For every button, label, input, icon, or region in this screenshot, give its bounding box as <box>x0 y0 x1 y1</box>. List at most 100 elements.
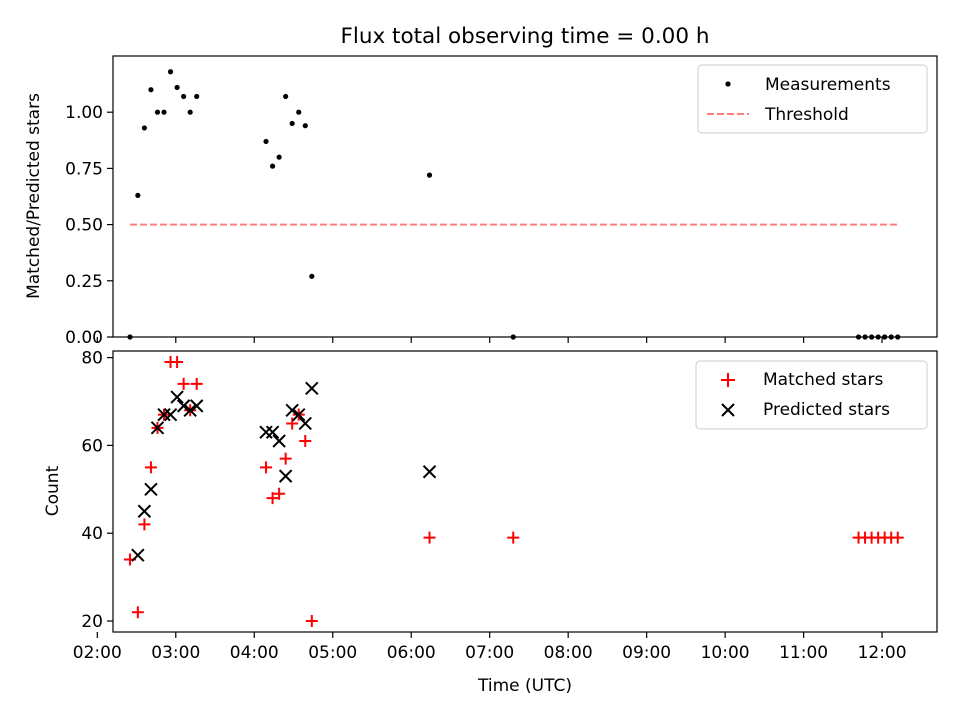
x-tick-label: 11:00 <box>779 643 828 663</box>
measurement-point <box>263 138 269 145</box>
predicted-star-point <box>183 403 197 417</box>
matched-star-point <box>131 606 144 619</box>
x-tick-label: 05:00 <box>308 643 357 663</box>
measurement-point <box>154 109 161 115</box>
predicted-star-point <box>422 465 437 479</box>
top-panel: 0.00 0.25 0.50 0.75 1.00 Matched/Predicted s… <box>24 55 938 348</box>
bottom-y-tick-label: 60 <box>81 436 103 456</box>
top-y-tick-label: 0.75 <box>65 159 103 179</box>
measurement-point <box>289 120 295 127</box>
matched-star-point <box>260 461 273 474</box>
predicted-star-point <box>163 407 178 422</box>
predicted-star-point <box>298 416 312 431</box>
measurement-point <box>148 87 154 93</box>
matched-star-point <box>305 615 318 628</box>
x-tick-label: 06:00 <box>387 643 436 663</box>
matched-star-point <box>279 452 292 465</box>
top-y-tick-label: 0.50 <box>65 216 103 236</box>
bottom-y-axis: 20 40 60 80 <box>81 349 113 632</box>
bottom-legend-frame <box>695 360 928 430</box>
measurement-point <box>181 93 187 100</box>
measurement-point <box>187 109 193 115</box>
predicted-star-point <box>144 482 158 497</box>
top-y-tick-label: 0.00 <box>65 328 103 348</box>
legend-predicted-label: Predicted stars <box>763 400 890 420</box>
matched-star-point <box>171 355 184 368</box>
measurement-point <box>161 109 167 115</box>
bottom-y-tick-label: 20 <box>81 612 103 632</box>
measurement-point <box>283 93 289 100</box>
matched-star-point <box>177 377 190 390</box>
predicted-star-point <box>285 403 299 417</box>
legend-threshold-label: Threshold <box>764 105 849 125</box>
predicted-star-point <box>265 425 280 439</box>
predicted-star-point <box>131 548 145 562</box>
chart-title: Flux total observing time = 0.00 h <box>341 24 710 49</box>
top-legend: Measurements Threshold <box>697 64 928 134</box>
legend-matched-label: Matched stars <box>763 370 883 390</box>
predicted-star-point <box>150 421 165 435</box>
measurement-point <box>302 123 308 129</box>
x-tick-label: 10:00 <box>701 643 750 663</box>
matched-star-point <box>138 518 151 531</box>
x-tick-label: 03:00 <box>151 643 200 663</box>
matched-star-point <box>266 492 279 505</box>
top-y-tick-label: 0.25 <box>65 272 103 292</box>
matched-star-point <box>423 531 436 544</box>
x-tick-label: 07:00 <box>465 643 514 663</box>
matched-star-point <box>190 377 203 390</box>
predicted-star-point <box>176 399 191 413</box>
predicted-star-point <box>190 399 204 413</box>
matched-star-point <box>286 417 299 430</box>
top-y-tick-label: 1.00 <box>65 103 103 123</box>
x-tick-label: 08:00 <box>544 643 593 663</box>
top-y-axis-label: Matched/Predicted stars <box>24 93 44 299</box>
predicted-star-point <box>259 425 273 439</box>
top-y-axis: 0.00 0.25 0.50 0.75 1.00 <box>65 103 113 348</box>
measurement-point <box>276 154 282 160</box>
matched-star-point <box>507 531 520 544</box>
top-axes-frame <box>112 55 938 338</box>
predicted-star-point <box>137 504 152 518</box>
matched-star-point <box>299 435 312 448</box>
measurement-point <box>135 192 141 198</box>
measurement-point <box>296 109 302 115</box>
measurement-point <box>194 93 200 100</box>
bottom-plot-area <box>124 355 904 628</box>
measurement-point <box>269 163 276 169</box>
bottom-y-axis-label: Count <box>43 465 63 516</box>
measurement-point <box>174 84 180 91</box>
bottom-x-axis: 02:00 03:00 04:00 05:00 06:00 07:00 08:00 09:00… <box>73 632 907 663</box>
legend-matched-marker <box>721 373 735 387</box>
predicted-star-point <box>278 469 293 483</box>
bottom-legend: Matched stars Predicted stars <box>695 360 928 430</box>
matched-star-point <box>891 531 904 544</box>
bottom-y-tick-label: 40 <box>81 524 103 544</box>
top-plot-area <box>127 69 901 340</box>
legend-predicted-marker <box>721 403 735 417</box>
x-tick-label: 02:00 <box>73 643 122 663</box>
measurement-point <box>141 125 147 131</box>
predicted-star-point <box>157 407 171 422</box>
x-tick-label: 12:00 <box>858 643 907 663</box>
bottom-y-tick-label: 80 <box>81 349 103 369</box>
predicted-star-point <box>170 390 184 404</box>
predicted-star-point <box>292 407 306 422</box>
predicted-star-point <box>272 434 286 448</box>
top-x-ticks <box>96 337 883 343</box>
measurement-point <box>167 69 174 75</box>
top-legend-frame <box>697 64 928 134</box>
measurement-point <box>309 273 315 279</box>
x-tick-label: 09:00 <box>622 643 671 663</box>
bottom-axes-frame <box>112 350 938 633</box>
predicted-star-point <box>305 381 319 396</box>
legend-measurements-label: Measurements <box>765 75 891 95</box>
bottom-x-axis-label: Time (UTC) <box>477 676 572 696</box>
matched-star-point <box>273 487 286 500</box>
legend-measurements-marker <box>725 81 731 87</box>
x-tick-label: 04:00 <box>230 643 279 663</box>
matched-star-point <box>144 461 157 474</box>
measurement-point <box>426 172 433 178</box>
